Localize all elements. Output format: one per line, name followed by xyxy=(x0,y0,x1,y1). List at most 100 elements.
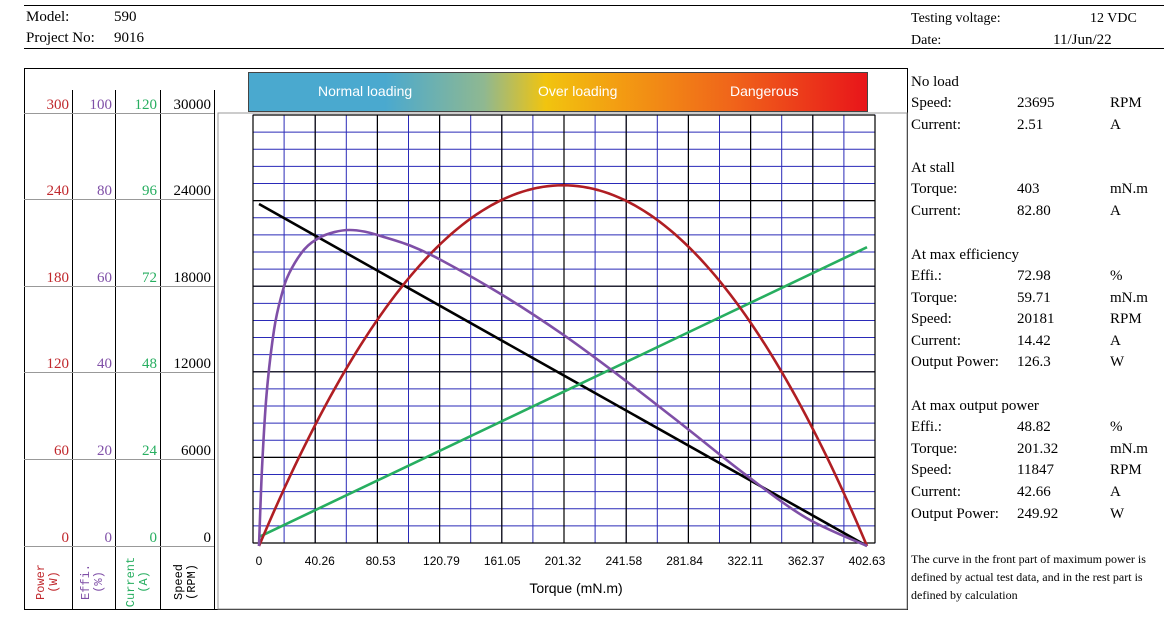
power-tick: 0 xyxy=(61,530,70,546)
effi-tick: 0 xyxy=(104,530,113,546)
x-tick-label: 120.79 xyxy=(423,554,460,568)
series-power-line xyxy=(257,183,869,547)
voltage-label: Testing voltage: xyxy=(911,11,1001,26)
x-tick-label: 362.37 xyxy=(788,554,825,568)
band-over-label: Over loading xyxy=(538,83,618,99)
summary-label: Torque: xyxy=(911,441,958,457)
summary-label: Speed: xyxy=(911,311,952,327)
summary-value: 72.98 xyxy=(1017,268,1051,284)
voltage-value: 12 VDC xyxy=(1090,11,1137,26)
series-current-line xyxy=(258,246,868,539)
plot-area xyxy=(252,114,876,544)
date-label: Date: xyxy=(911,33,942,48)
summary-unit: mN.m xyxy=(1110,290,1148,306)
axis-panel-left xyxy=(24,68,25,610)
axis-tick-rule xyxy=(24,199,214,200)
summary-unit: % xyxy=(1110,268,1123,284)
x-tick-label: 281.84 xyxy=(666,554,703,568)
current-tick: 96 xyxy=(142,183,157,199)
axis-tick-rule xyxy=(24,286,214,287)
effi-tick: 40 xyxy=(97,356,112,372)
project-label: Project No: xyxy=(26,30,95,46)
x-tick-label: 402.63 xyxy=(849,554,886,568)
summary-unit: A xyxy=(1110,333,1121,349)
chart-panel-right xyxy=(907,68,908,610)
loading-band: Normal loading Over loading Dangerous xyxy=(248,72,868,112)
axis-panel-bottom xyxy=(24,609,908,610)
power-axis-label: Power (W) xyxy=(34,563,61,601)
chart-panel-frame xyxy=(217,112,908,610)
stall-title: At stall xyxy=(911,160,955,176)
current-tick: 120 xyxy=(134,97,158,113)
summary-value: 201.32 xyxy=(1017,441,1059,457)
axis-divider-3 xyxy=(160,90,161,610)
summary-value: 59.71 xyxy=(1017,290,1051,306)
header-top-rule xyxy=(24,5,1164,6)
summary-value: 48.82 xyxy=(1017,419,1051,435)
series-speed-line xyxy=(258,202,868,548)
summary-value: 11847 xyxy=(1017,462,1054,478)
x-tick-label: 241.58 xyxy=(605,554,642,568)
summary-value: 249.92 xyxy=(1017,506,1059,522)
summary-label: Output Power: xyxy=(911,354,999,370)
series-effi-line xyxy=(257,228,868,548)
summary-label: Speed: xyxy=(911,462,952,478)
effi-tick: 20 xyxy=(97,443,112,459)
current-axis-label: Current (A) xyxy=(124,556,151,608)
summary-unit: RPM xyxy=(1110,95,1142,111)
summary-unit: mN.m xyxy=(1110,441,1148,457)
current-tick: 72 xyxy=(142,270,157,286)
band-normal-label: Normal loading xyxy=(318,83,413,99)
summary-unit: W xyxy=(1110,506,1125,522)
power-tick: 180 xyxy=(46,270,70,286)
power-tick: 60 xyxy=(54,443,69,459)
x-axis-label: Torque (mN.m) xyxy=(529,580,622,596)
max-power-title: At max output power xyxy=(911,398,1039,414)
x-tick-label: 80.53 xyxy=(366,554,396,568)
effi-tick: 100 xyxy=(89,97,113,113)
power-tick: 240 xyxy=(46,183,70,199)
summary-unit: W xyxy=(1110,354,1125,370)
speed-tick: 0 xyxy=(203,530,212,546)
power-tick: 120 xyxy=(46,356,70,372)
header-bottom-rule xyxy=(24,48,1164,49)
x-tick-label: 161.05 xyxy=(484,554,521,568)
summary-unit: RPM xyxy=(1110,311,1142,327)
date-value: 11/Jun/22 xyxy=(1053,32,1112,48)
effi-tick: 60 xyxy=(97,270,112,286)
effi-axis-label: Effi. (%) xyxy=(79,563,106,601)
max-eff-title: At max efficiency xyxy=(911,247,1020,263)
speed-tick: 12000 xyxy=(173,356,212,372)
summary-label: Current: xyxy=(911,333,961,349)
x-tick-label: 201.32 xyxy=(545,554,582,568)
curve-note: The curve in the front part of maximum p… xyxy=(911,552,1146,602)
current-tick: 0 xyxy=(149,530,158,546)
summary-unit: RPM xyxy=(1110,462,1142,478)
summary-label: Speed: xyxy=(911,95,952,111)
speed-tick: 18000 xyxy=(173,270,212,286)
model-value: 590 xyxy=(114,9,137,25)
model-label: Model: xyxy=(26,9,70,25)
summary-label: Current: xyxy=(911,203,961,219)
summary-label: Torque: xyxy=(911,290,958,306)
summary-unit: mN.m xyxy=(1110,181,1148,197)
summary-unit: % xyxy=(1110,419,1123,435)
speed-tick: 24000 xyxy=(173,183,212,199)
summary-value: 42.66 xyxy=(1017,484,1051,500)
band-danger-label: Dangerous xyxy=(730,83,799,99)
speed-axis-label: Speed (RPM) xyxy=(172,563,199,601)
axis-tick-rule xyxy=(24,459,214,460)
axis-panel-top xyxy=(24,68,908,69)
summary-value: 23695 xyxy=(1017,95,1055,111)
summary-value: 20181 xyxy=(1017,311,1055,327)
speed-tick: 30000 xyxy=(173,97,212,113)
x-tick-label: 40.26 xyxy=(305,554,335,568)
axis-divider-4 xyxy=(214,90,215,610)
current-tick: 48 xyxy=(142,356,157,372)
summary-unit: A xyxy=(1110,484,1121,500)
x-tick-label: 322.11 xyxy=(728,554,764,568)
summary-value: 126.3 xyxy=(1017,354,1051,370)
summary-label: Current: xyxy=(911,117,961,133)
summary-value: 14.42 xyxy=(1017,333,1051,349)
summary-panel: No load Speed: 23695 RPM Current: 2.51 A… xyxy=(911,0,1171,626)
